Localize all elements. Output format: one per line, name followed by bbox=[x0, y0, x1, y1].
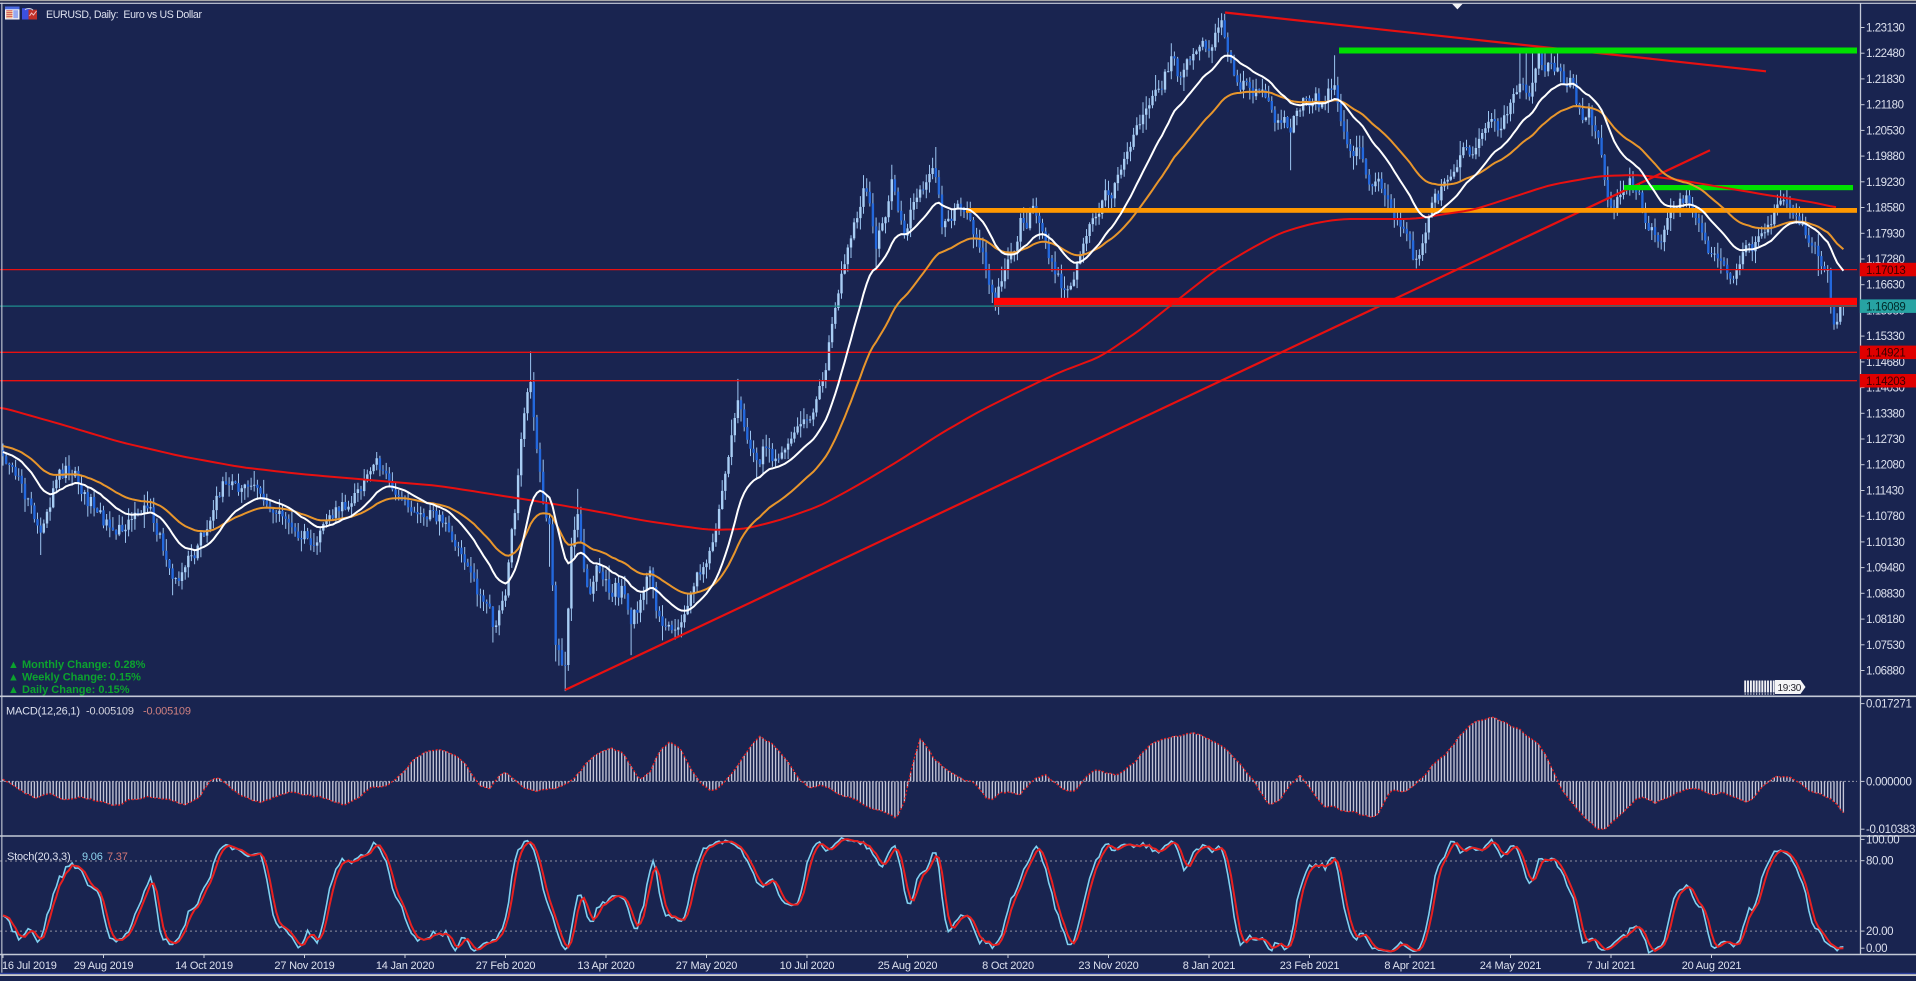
svg-text:14 Oct 2019: 14 Oct 2019 bbox=[175, 960, 233, 972]
svg-text:1.14680: 1.14680 bbox=[1866, 357, 1904, 369]
svg-text:1.16630: 1.16630 bbox=[1866, 280, 1904, 292]
svg-text:27 May 2020: 27 May 2020 bbox=[676, 960, 737, 972]
svg-text:20 Aug 2021: 20 Aug 2021 bbox=[1682, 960, 1742, 972]
svg-text:1.14921: 1.14921 bbox=[1866, 348, 1905, 360]
svg-text:1.12730: 1.12730 bbox=[1866, 434, 1904, 446]
svg-text:1.13380: 1.13380 bbox=[1866, 408, 1904, 420]
svg-text:▲ Weekly Change: 0.15%: ▲ Weekly Change: 0.15% bbox=[8, 672, 141, 684]
svg-text:25 Aug 2020: 25 Aug 2020 bbox=[878, 960, 938, 972]
svg-text:14 Jan 2020: 14 Jan 2020 bbox=[376, 960, 434, 972]
svg-text:1.22480: 1.22480 bbox=[1866, 48, 1904, 60]
svg-text:-0.005109: -0.005109 bbox=[143, 706, 191, 718]
svg-text:80.00: 80.00 bbox=[1866, 856, 1893, 868]
svg-text:0.017271: 0.017271 bbox=[1866, 699, 1912, 711]
svg-text:1.06880: 1.06880 bbox=[1866, 666, 1904, 678]
svg-text:▲ Daily Change: 0.15%: ▲ Daily Change: 0.15% bbox=[8, 684, 130, 696]
svg-text:8 Apr 2021: 8 Apr 2021 bbox=[1384, 960, 1435, 972]
svg-text:1.07530: 1.07530 bbox=[1866, 640, 1904, 652]
svg-text:1.17013: 1.17013 bbox=[1866, 265, 1905, 277]
svg-text:8 Oct 2020: 8 Oct 2020 bbox=[982, 960, 1034, 972]
svg-text:0.00: 0.00 bbox=[1866, 943, 1887, 955]
svg-text:1.08180: 1.08180 bbox=[1866, 614, 1904, 626]
svg-text:1.10130: 1.10130 bbox=[1866, 537, 1904, 549]
svg-text:1.11430: 1.11430 bbox=[1866, 485, 1904, 497]
svg-text:1.14203: 1.14203 bbox=[1866, 376, 1905, 388]
svg-text:24 May 2021: 24 May 2021 bbox=[1480, 960, 1541, 972]
svg-text:-0.005109: -0.005109 bbox=[86, 706, 134, 718]
svg-text:1.20530: 1.20530 bbox=[1866, 125, 1904, 137]
svg-text:Stoch(20,3,3): Stoch(20,3,3) bbox=[7, 851, 70, 863]
svg-text:27 Nov 2019: 27 Nov 2019 bbox=[274, 960, 334, 972]
svg-text:8 Jan 2021: 8 Jan 2021 bbox=[1183, 960, 1236, 972]
svg-text:23 Feb 2021: 23 Feb 2021 bbox=[1280, 960, 1340, 972]
svg-text:-0.010383: -0.010383 bbox=[1866, 824, 1915, 836]
svg-text:27 Feb 2020: 27 Feb 2020 bbox=[476, 960, 536, 972]
svg-text:20.00: 20.00 bbox=[1866, 926, 1893, 938]
svg-text:EURUSD, Daily: Euro vs US Dol: EURUSD, Daily: Euro vs US Dollar bbox=[46, 9, 202, 21]
svg-text:100.00: 100.00 bbox=[1866, 835, 1899, 847]
svg-text:23 Nov 2020: 23 Nov 2020 bbox=[1078, 960, 1138, 972]
svg-text:16 Jul 2019: 16 Jul 2019 bbox=[2, 960, 57, 972]
svg-text:1.21180: 1.21180 bbox=[1866, 100, 1904, 112]
svg-text:9.06: 9.06 bbox=[82, 851, 103, 863]
svg-text:MACD(12,26,1): MACD(12,26,1) bbox=[6, 706, 80, 718]
svg-text:10 Jul 2020: 10 Jul 2020 bbox=[780, 960, 835, 972]
svg-text:1.08830: 1.08830 bbox=[1866, 588, 1904, 600]
svg-text:1.19880: 1.19880 bbox=[1866, 151, 1904, 163]
svg-text:1.15330: 1.15330 bbox=[1866, 331, 1904, 343]
svg-text:7 Jul 2021: 7 Jul 2021 bbox=[1587, 960, 1636, 972]
svg-text:1.23130: 1.23130 bbox=[1866, 23, 1904, 35]
svg-text:13 Apr 2020: 13 Apr 2020 bbox=[577, 960, 634, 972]
svg-text:1.10780: 1.10780 bbox=[1866, 511, 1904, 523]
svg-text:7.37: 7.37 bbox=[107, 851, 128, 863]
svg-text:1.21830: 1.21830 bbox=[1866, 74, 1904, 86]
svg-text:0.000000: 0.000000 bbox=[1866, 776, 1912, 788]
svg-text:1.18580: 1.18580 bbox=[1866, 203, 1904, 215]
svg-text:1.12080: 1.12080 bbox=[1866, 460, 1904, 472]
svg-text:19:30: 19:30 bbox=[1778, 683, 1802, 694]
svg-text:1.19230: 1.19230 bbox=[1866, 177, 1904, 189]
svg-text:1.16089: 1.16089 bbox=[1866, 301, 1905, 313]
svg-text:1.17930: 1.17930 bbox=[1866, 228, 1904, 240]
svg-text:▲ Monthly Change: 0.28%: ▲ Monthly Change: 0.28% bbox=[8, 659, 146, 671]
svg-text:1.09480: 1.09480 bbox=[1866, 563, 1904, 575]
svg-text:29 Aug 2019: 29 Aug 2019 bbox=[74, 960, 134, 972]
